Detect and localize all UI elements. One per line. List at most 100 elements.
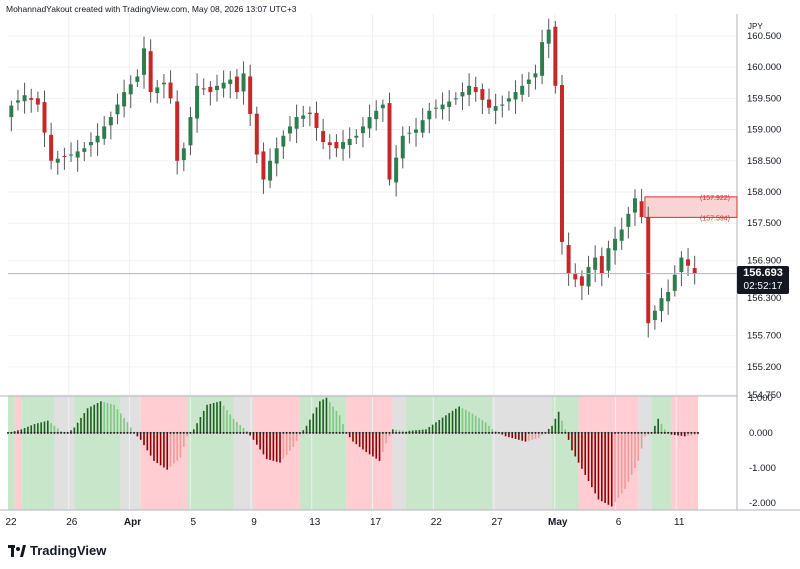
osc-dot: [594, 431, 597, 434]
osc-dot: [89, 431, 92, 434]
candle-body: [540, 42, 545, 76]
osc-dot: [434, 431, 437, 434]
osc-dot: [30, 431, 33, 434]
osc-dot: [265, 431, 268, 434]
osc-dot: [192, 431, 195, 434]
candle-body: [135, 76, 140, 82]
candle-body: [274, 148, 279, 164]
osc-dot: [328, 431, 331, 434]
time-tick-label: 26: [66, 517, 78, 528]
osc-dot: [86, 431, 89, 434]
price-tick-label: 159.500: [747, 93, 781, 104]
candle-body: [221, 82, 226, 89]
osc-dot: [338, 431, 341, 434]
candle-body: [414, 129, 419, 133]
price-tick-label: 160.000: [747, 62, 781, 73]
osc-dot: [587, 431, 590, 434]
candle-body: [287, 126, 292, 134]
osc-dot: [315, 431, 318, 434]
candle-body: [102, 126, 107, 139]
price-tick-label: 155.700: [747, 331, 781, 342]
candle-body: [467, 85, 472, 95]
candle-body: [500, 104, 505, 106]
chart-attribution: MohannadYakout created with TradingView.…: [6, 4, 297, 14]
osc-background-band: [21, 396, 28, 510]
candle-body: [115, 104, 120, 115]
osc-dot: [7, 431, 9, 434]
osc-tick-label: 1.000: [749, 393, 773, 404]
osc-dot: [408, 431, 411, 434]
osc-dot: [123, 431, 126, 434]
osc-dot: [16, 431, 19, 434]
candle-body: [327, 142, 332, 146]
osc-dot: [199, 431, 202, 434]
osc-dot: [20, 431, 23, 434]
osc-dot: [96, 431, 99, 434]
candle-body: [108, 117, 113, 126]
osc-dot: [239, 431, 242, 434]
candle-body: [82, 148, 87, 152]
candle-body: [599, 256, 604, 274]
supply-zone: [644, 196, 738, 218]
osc-dot: [262, 431, 265, 434]
osc-dot: [269, 431, 272, 434]
osc-dot: [106, 431, 109, 434]
candle-body: [533, 73, 538, 78]
osc-dot: [206, 431, 209, 434]
osc-dot: [109, 431, 112, 434]
osc-dot: [677, 431, 680, 434]
osc-background-band: [651, 396, 672, 510]
candle-body: [321, 131, 326, 143]
osc-dot: [378, 431, 381, 434]
tradingview-logo-icon: [8, 544, 26, 557]
osc-dot: [229, 431, 232, 434]
osc-dot: [524, 431, 527, 434]
osc-background-band: [8, 396, 15, 510]
osc-dot: [534, 431, 537, 434]
candle-body: [487, 99, 491, 108]
osc-dot: [43, 431, 46, 434]
osc-dot: [461, 431, 464, 434]
osc-background-band: [233, 396, 254, 510]
osc-dot: [308, 431, 311, 434]
candle-body: [15, 100, 20, 103]
candle-body: [168, 82, 173, 99]
osc-dot: [46, 431, 49, 434]
osc-dot: [401, 431, 404, 434]
osc-dot: [10, 431, 13, 434]
osc-tick-label: -2.000: [749, 498, 776, 509]
osc-dot: [26, 431, 29, 434]
candle-body: [175, 101, 180, 161]
osc-dot: [415, 431, 418, 434]
osc-dot: [683, 431, 686, 434]
osc-dot: [143, 431, 146, 434]
candle-body: [394, 157, 399, 183]
osc-dot: [551, 431, 554, 434]
osc-background-band: [120, 396, 141, 510]
osc-dot: [597, 431, 600, 434]
osc-dot: [444, 431, 447, 434]
osc-dot: [468, 431, 471, 434]
osc-dot: [494, 431, 497, 434]
candle-body: [586, 266, 591, 287]
osc-dot: [196, 431, 199, 434]
bar-countdown: 02:52:17: [743, 281, 783, 292]
osc-dot: [222, 431, 225, 434]
osc-dot: [478, 431, 481, 434]
candle-body: [506, 98, 511, 102]
osc-dot: [531, 431, 534, 434]
osc-dot: [50, 431, 53, 434]
osc-dot: [481, 431, 484, 434]
osc-dot: [557, 431, 560, 434]
candle-body: [22, 95, 27, 102]
candle-body: [268, 160, 273, 181]
tradingview-logo[interactable]: TradingView: [8, 543, 106, 558]
osc-dot: [133, 431, 136, 434]
osc-dot: [288, 431, 291, 434]
candle-body: [188, 117, 193, 146]
osc-dot: [36, 431, 39, 434]
osc-dot: [395, 431, 398, 434]
candle-body: [513, 92, 518, 100]
candle-body: [55, 158, 60, 163]
